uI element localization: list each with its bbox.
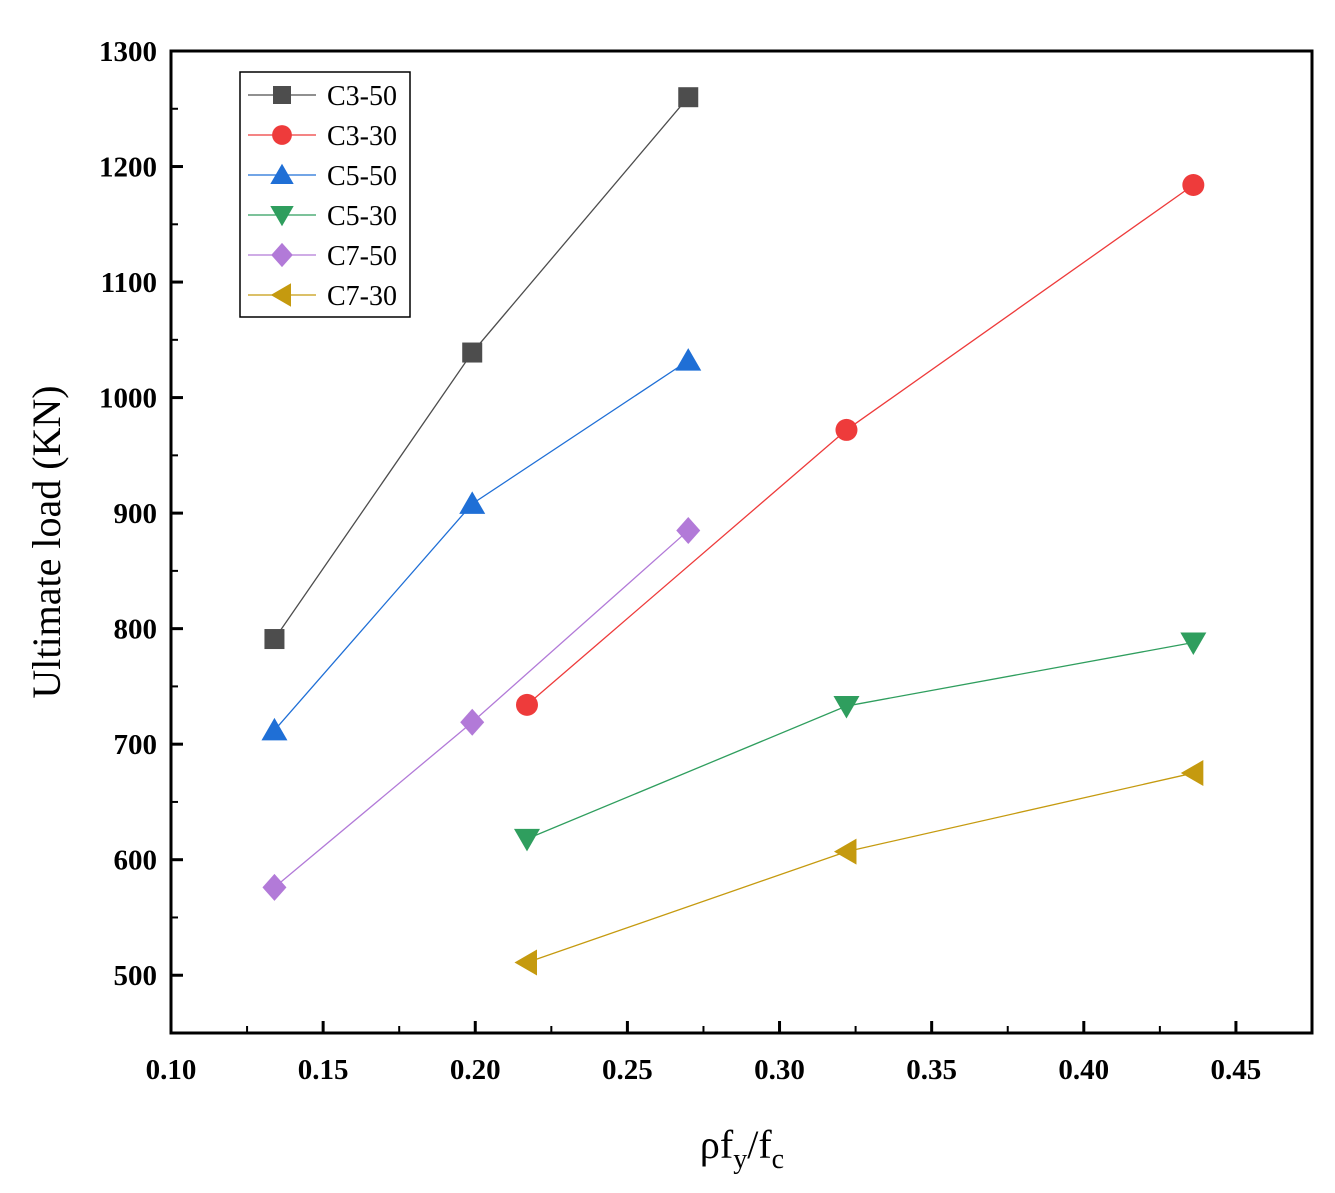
- legend-marker-c3-50: [273, 86, 291, 104]
- data-point-c5-50: [261, 717, 288, 741]
- data-point-c3-30: [1182, 174, 1205, 197]
- x-axis-title-sep: /f: [747, 1122, 772, 1167]
- series-line-c3-30: [526, 184, 1194, 706]
- legend-marker-c3-30: [272, 125, 292, 145]
- data-point-c7-30: [514, 949, 537, 976]
- data-point-c3-50: [264, 629, 285, 650]
- x-tick-label: 0.15: [298, 1054, 349, 1086]
- plot-frame: [169, 49, 1314, 1035]
- series-line-c7-30: [526, 772, 1194, 964]
- y-tick-label: 600: [114, 845, 158, 877]
- x-tick-label: 0.45: [1211, 1054, 1262, 1086]
- data-point-c7-50: [676, 516, 701, 544]
- y-tick-label: 800: [114, 614, 158, 646]
- legend: C3-50 C3-30 C5-50 C5-30 C7-50 C7-30: [248, 81, 397, 312]
- y-tick-label: 1300: [99, 36, 157, 68]
- x-axis-title-sub-y: y: [733, 1144, 747, 1175]
- x-tick-label: 0.40: [1058, 1054, 1109, 1086]
- y-tick-label: 1200: [99, 152, 157, 184]
- legend-label: C3-50: [327, 81, 397, 112]
- series-markers: [261, 87, 1207, 976]
- data-point-c5-30: [833, 696, 860, 719]
- legend-label: C5-30: [327, 201, 397, 232]
- y-axis-title: Ultimate load (KN): [24, 385, 69, 698]
- data-point-c7-50: [460, 708, 485, 736]
- legend-marker-c7-50: [271, 242, 293, 268]
- data-point-c7-50: [262, 873, 287, 901]
- data-point-c3-30: [835, 418, 858, 441]
- x-axis-title: ρfy/fc: [700, 1122, 784, 1175]
- data-point-c3-50: [678, 87, 699, 108]
- x-axis-title-sub-c: c: [772, 1144, 784, 1175]
- data-point-c5-30: [513, 828, 540, 852]
- data-point-c5-30: [1180, 632, 1207, 656]
- legend-label: C7-30: [327, 281, 397, 312]
- x-tick-label: 0.35: [906, 1054, 957, 1086]
- data-point-c5-50: [459, 491, 486, 514]
- data-point-c7-30: [833, 838, 857, 865]
- legend-label: C7-50: [327, 241, 397, 272]
- legend-marker-c7-30: [270, 283, 291, 307]
- y-axis-ticks: 500 600 700 800 900 1000 1100 1200 1300: [99, 36, 183, 992]
- legend-label: C3-30: [327, 121, 397, 152]
- legend-box: [239, 71, 411, 318]
- x-tick-label: 0.20: [450, 1054, 501, 1086]
- y-tick-label: 1100: [101, 267, 157, 299]
- x-axis-title-main: ρf: [700, 1122, 734, 1167]
- data-point-c5-50: [675, 348, 702, 371]
- series-line-c5-50: [273, 360, 689, 731]
- series-line-c7-50: [274, 529, 689, 888]
- legend-marker-c5-30: [270, 206, 294, 227]
- legend-marker-c5-50: [270, 163, 294, 184]
- legend-label: C5-50: [327, 161, 397, 192]
- data-point-c7-30: [1180, 760, 1204, 787]
- y-tick-label: 900: [114, 498, 158, 530]
- series-line-c5-30: [526, 641, 1194, 840]
- x-axis-ticks: 0.10 0.15 0.20 0.25 0.30 0.35 0.40 0.45: [146, 1021, 1262, 1086]
- y-tick-label: 1000: [99, 383, 157, 415]
- x-tick-label: 0.30: [754, 1054, 805, 1086]
- series-lines: [273, 96, 1194, 964]
- x-tick-label: 0.10: [146, 1054, 197, 1086]
- data-point-c3-50: [462, 342, 483, 363]
- y-tick-label: 700: [114, 729, 158, 761]
- x-tick-label: 0.25: [602, 1054, 653, 1086]
- data-point-c3-30: [515, 693, 538, 716]
- y-tick-label: 500: [114, 960, 158, 992]
